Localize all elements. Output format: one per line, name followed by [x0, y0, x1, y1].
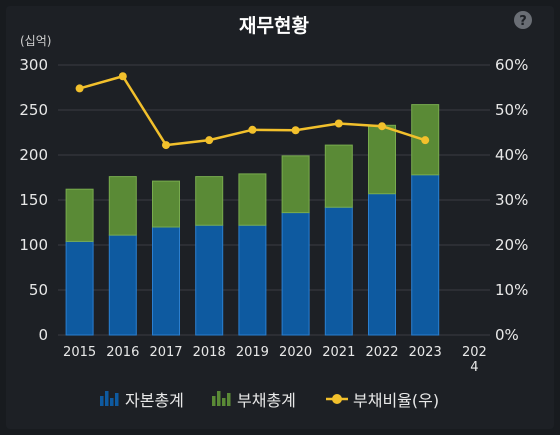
y-left-tick-label: 150	[19, 191, 48, 209]
ratio-point[interactable]	[421, 136, 430, 145]
legend-bar-glyph	[110, 398, 114, 406]
bar-liability[interactable]	[368, 124, 396, 195]
ratio-point[interactable]	[248, 125, 257, 134]
x-tick-label: 2019	[236, 345, 269, 360]
y-right-tick-label: 20%	[495, 236, 528, 254]
bar-chart-icon	[212, 391, 231, 406]
y-right-tick-label: 60%	[495, 56, 528, 74]
y-left-tick-label: 200	[19, 146, 48, 164]
legend: 자본총계 부채총계 부채비율(우)	[100, 391, 439, 410]
x-tick-label: 2020	[279, 345, 312, 360]
ratio-point[interactable]	[75, 84, 84, 93]
legend-point-glyph	[332, 394, 342, 404]
bar-equity[interactable]	[368, 193, 396, 336]
legend-bar-glyph	[115, 393, 119, 406]
x-tick-label: 2015	[63, 345, 96, 360]
legend-item[interactable]: 자본총계	[100, 391, 184, 410]
bar-liability[interactable]	[65, 188, 94, 242]
y-axis-left: 0 50 100 150 200 250 300	[19, 56, 48, 344]
help-button[interactable]: ?	[514, 11, 532, 29]
bar-liability[interactable]	[195, 176, 224, 226]
y-right-tick-label: 50%	[495, 101, 528, 119]
y-right-tick-label: 40%	[495, 146, 528, 164]
bar-liability[interactable]	[108, 176, 137, 236]
bar-liability[interactable]	[281, 155, 310, 214]
legend-bar-glyph	[100, 396, 104, 406]
x-tick-label: 2021	[322, 345, 355, 360]
ratio-point[interactable]	[378, 122, 386, 131]
ratio-point[interactable]	[118, 72, 127, 81]
x-tick-label: 2023	[409, 345, 442, 360]
bar-equity[interactable]	[65, 240, 94, 336]
bar-equity[interactable]	[411, 174, 440, 336]
y-right-tick-label: 30%	[495, 191, 528, 209]
x-tick-label: 202 4	[462, 345, 487, 375]
line-series	[75, 72, 430, 150]
legend-label: 부채총계	[237, 391, 296, 410]
legend-item[interactable]: 부채비율(우)	[326, 391, 439, 410]
ratio-point[interactable]	[205, 136, 214, 145]
y-axis-right: 0% 10% 20% 30% 40% 50% 60%	[495, 56, 528, 344]
bar-equity[interactable]	[324, 206, 353, 336]
x-axis: 2015 2016 2017 2018 2019 2020 2021 2022 2023 202 4	[63, 345, 487, 375]
y-left-tick-label: 300	[19, 56, 48, 74]
chart-card: 재무현황 ? (십억) 0 50 100 150 200 250 300 0% 10% 20% 3…	[6, 6, 554, 429]
bar-chart-icon	[100, 391, 119, 406]
y-left-tick-label: 100	[19, 236, 48, 254]
legend-bar-glyph	[212, 396, 216, 406]
legend-bar-glyph	[222, 398, 226, 406]
bar-liability[interactable]	[152, 180, 180, 228]
bar-equity[interactable]	[238, 224, 267, 336]
legend-bar-glyph	[227, 393, 231, 406]
ratio-point[interactable]	[162, 141, 170, 150]
bar-equity[interactable]	[152, 226, 180, 336]
y-unit-label: (십억)	[20, 34, 51, 48]
legend-label: 부채비율(우)	[353, 391, 439, 410]
x-tick-label: 2022	[365, 345, 398, 360]
x-tick-label: 2016	[106, 345, 139, 360]
ratio-point[interactable]	[334, 119, 343, 128]
y-right-tick-label: 0%	[495, 326, 519, 344]
bar-equity[interactable]	[281, 212, 310, 336]
legend-bar-glyph	[217, 391, 221, 406]
bar-liability[interactable]	[324, 144, 353, 208]
bar-equity[interactable]	[108, 234, 137, 336]
legend-bar-glyph	[105, 391, 109, 406]
x-tick-label: 2018	[193, 345, 226, 360]
bar-series	[65, 104, 440, 336]
line-marker-icon	[326, 394, 348, 404]
y-left-tick-label: 250	[19, 101, 48, 119]
x-tick-label: 2017	[149, 345, 182, 360]
financial-status-chart: 재무현황 ? (십억) 0 50 100 150 200 250 300 0% 10% 20% 3…	[19, 11, 532, 410]
chart-title: 재무현황	[239, 14, 309, 37]
y-left-tick-label: 0	[38, 326, 48, 344]
legend-label: 자본총계	[125, 391, 184, 410]
help-button-label: ?	[519, 14, 527, 29]
bar-liability[interactable]	[238, 173, 267, 226]
y-right-tick-label: 10%	[495, 281, 528, 299]
bar-equity[interactable]	[195, 224, 224, 336]
question-circle-icon[interactable]	[514, 11, 532, 29]
y-left-tick-label: 50	[29, 281, 48, 299]
legend-item[interactable]: 부채총계	[212, 391, 296, 410]
ratio-point[interactable]	[291, 126, 300, 135]
